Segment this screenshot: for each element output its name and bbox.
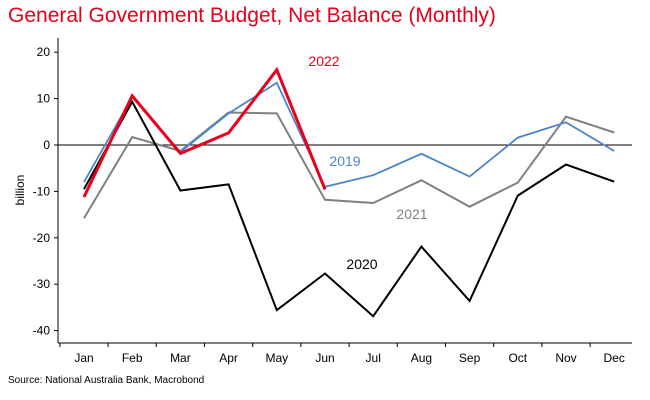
series-label-2020: 2020 [346, 256, 377, 272]
x-tick-label: May [265, 351, 288, 365]
series-line-2021 [83, 111, 615, 219]
y-tick-label: -20 [33, 231, 51, 245]
y-tick-label: -10 [33, 184, 51, 198]
y-tick-label: -30 [33, 277, 51, 291]
x-tick-label: Jul [366, 351, 381, 365]
x-tick-label: Jun [315, 351, 334, 365]
x-tick-label: Sep [459, 351, 481, 365]
x-tick-label: Feb [122, 351, 143, 365]
chart-source: Source: National Australia Bank, Macrobo… [8, 375, 205, 386]
x-tick-label: Jan [74, 351, 93, 365]
series-label-2019: 2019 [329, 153, 360, 169]
y-tick-label: 20 [37, 45, 51, 59]
x-tick-label: Mar [170, 351, 191, 365]
chart-title: General Government Budget, Net Balance (… [8, 4, 496, 27]
y-tick-label: -40 [33, 324, 51, 338]
series-line-2020 [83, 99, 615, 318]
series-label-2022: 2022 [308, 53, 339, 69]
x-tick-label: Nov [555, 351, 576, 365]
x-tick-label: Oct [508, 351, 527, 365]
x-tick-label: Apr [219, 351, 238, 365]
y-tick-label: 0 [43, 138, 50, 152]
x-tick-label: Dec [604, 351, 625, 365]
series-label-2021: 2021 [396, 206, 427, 222]
x-tick-label: Aug [411, 351, 432, 365]
y-tick-label: 10 [37, 92, 51, 106]
y-axis-label: billion [13, 175, 27, 206]
series-line-2022 [82, 66, 327, 198]
